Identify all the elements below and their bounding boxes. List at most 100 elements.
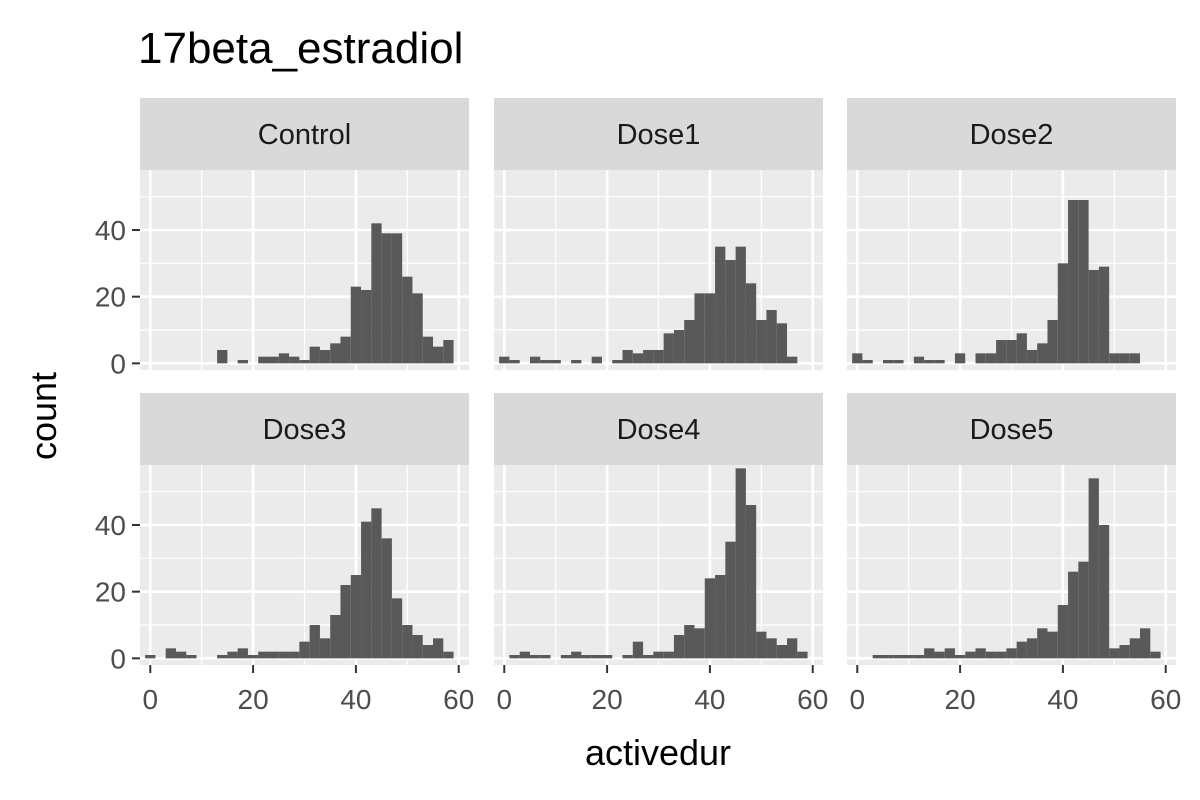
histogram-bar [1129, 353, 1141, 364]
x-tick-label: 20 [945, 684, 976, 715]
x-tick-label: 40 [1047, 684, 1078, 715]
histogram-bar [361, 521, 372, 659]
histogram-bar [893, 655, 904, 659]
x-tick-label: 60 [797, 684, 828, 715]
x-tick-label: 20 [238, 684, 269, 715]
histogram-bar [766, 638, 777, 659]
histogram-bar [704, 293, 716, 364]
histogram-bar [1016, 333, 1027, 364]
histogram-bar [797, 651, 808, 659]
histogram-bar [412, 635, 423, 659]
histogram-bar [258, 356, 269, 364]
histogram-bar [560, 655, 572, 659]
histogram-bars [872, 478, 1161, 659]
histogram-bar [715, 575, 726, 659]
y-tick-label: 20 [95, 577, 126, 608]
y-tick-label: 40 [95, 215, 126, 246]
histogram-bar [247, 655, 259, 659]
histogram-bar [571, 651, 582, 659]
histogram-bar [872, 655, 883, 659]
y-tick-label: 20 [95, 282, 126, 313]
histogram-bar [694, 293, 705, 364]
histogram-bar [217, 350, 228, 364]
histogram-bar [402, 625, 413, 659]
histogram-bar [330, 343, 341, 364]
histogram-bar [612, 360, 623, 364]
histogram-bar [237, 360, 248, 364]
histogram-bar [745, 283, 757, 364]
histogram-bar [756, 320, 767, 364]
facet-strip-background [494, 393, 823, 465]
histogram-bar [499, 356, 510, 364]
histogram-bar [519, 651, 530, 659]
histogram-bar [1129, 638, 1141, 659]
histogram-bar [217, 655, 228, 659]
histogram-bar [684, 320, 695, 364]
histogram-bar [330, 615, 341, 659]
histogram-bar [1057, 605, 1069, 659]
x-tick-label: 0 [496, 684, 512, 715]
histogram-bar [591, 655, 602, 659]
histogram-bar [735, 246, 746, 364]
histogram-bar [509, 655, 520, 659]
histogram-bar [663, 651, 674, 659]
histogram-bar [1026, 350, 1038, 364]
histogram-bar [1057, 263, 1069, 364]
histogram-bar [258, 651, 269, 659]
histogram-bar [1150, 651, 1161, 659]
histogram-bar [529, 655, 541, 659]
histogram-bar [1037, 343, 1048, 364]
histogram-bar [632, 353, 644, 364]
x-tick-label: 0 [142, 684, 158, 715]
histogram-bar [975, 648, 986, 659]
histogram-bar [340, 585, 351, 659]
histogram-bar [694, 628, 705, 659]
histogram-bar [1140, 628, 1151, 659]
histogram-bar [540, 655, 551, 659]
histogram-bar [852, 353, 863, 364]
facet-strip-background [140, 98, 469, 170]
histogram-bar [278, 651, 290, 659]
histogram-bar [529, 356, 541, 364]
histogram-bar [509, 360, 520, 364]
histogram-bar [673, 635, 685, 659]
histogram-bar [924, 648, 935, 659]
histogram-bar [766, 310, 777, 364]
histogram-bar [643, 350, 654, 364]
y-tick-label: 40 [95, 510, 126, 541]
histogram-bar [725, 541, 736, 659]
histogram-bar [361, 290, 372, 364]
histogram-bar [1047, 631, 1058, 659]
histogram-bar [412, 293, 423, 364]
histogram-bar [934, 651, 945, 659]
facet-panel-dose4: Dose4 [494, 393, 823, 665]
histogram-bar [643, 655, 654, 659]
histogram-bar [371, 508, 382, 659]
histogram-bar [715, 246, 726, 364]
histogram-bar [309, 346, 320, 364]
histogram-bar [350, 575, 362, 659]
histogram-bar [1047, 320, 1058, 364]
histogram-bar [350, 286, 362, 364]
histogram-bar [1037, 628, 1048, 659]
y-tick-label: 0 [110, 348, 126, 379]
histogram-bar [944, 648, 955, 659]
histogram-bar [550, 360, 561, 364]
facet-panels: Control Dose1 Dose2 Dose3 Dose4 Dose5 [140, 98, 1176, 665]
histogram-bar [422, 336, 434, 364]
histogram-bar [268, 651, 279, 659]
histogram-bar [540, 360, 551, 364]
histogram-bar [704, 578, 716, 659]
x-tick-label: 40 [694, 684, 725, 715]
histogram-bar [299, 360, 310, 364]
histogram-bar [965, 651, 976, 659]
histogram-bar [653, 651, 664, 659]
histogram-bar [1006, 648, 1017, 659]
histogram-bar [1026, 638, 1038, 659]
histogram-bar [996, 340, 1007, 364]
histogram-bar [145, 655, 156, 659]
facet-strip-label: Dose1 [617, 119, 701, 151]
histogram-bar [632, 641, 644, 659]
facet-panel-control: Control [140, 98, 469, 370]
